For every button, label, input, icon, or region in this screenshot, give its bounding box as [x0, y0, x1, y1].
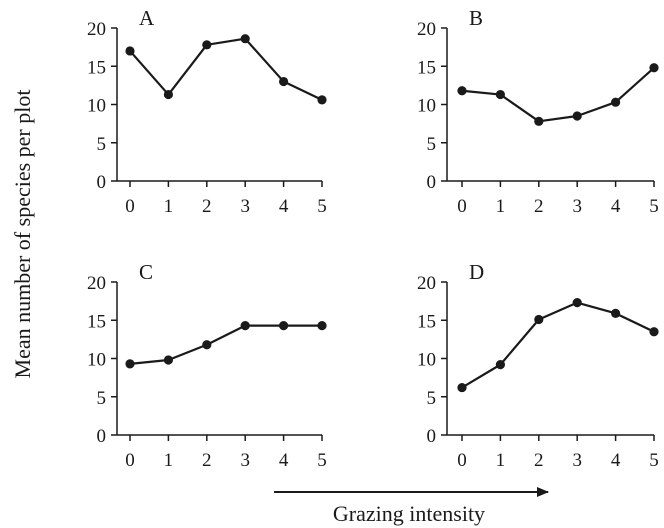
data-point — [611, 308, 621, 318]
data-point — [572, 111, 582, 121]
y-tick-label: 10 — [87, 96, 106, 117]
x-tick-label: 2 — [202, 196, 212, 217]
data-point — [611, 97, 621, 107]
data-point — [534, 116, 544, 126]
data-point — [279, 321, 289, 331]
x-tick-label: 2 — [534, 196, 544, 217]
panel-label: A — [139, 6, 155, 30]
x-tick-label: 3 — [240, 196, 250, 217]
x-tick-label: 5 — [317, 450, 327, 471]
x-tick-label: 4 — [279, 196, 289, 217]
x-tick-label: 0 — [457, 196, 467, 217]
x-tick-label: 0 — [125, 196, 135, 217]
x-tick-label: 5 — [649, 450, 659, 471]
series-line — [129, 37, 323, 101]
y-tick-label: 10 — [87, 350, 106, 371]
data-point — [649, 327, 659, 337]
y-tick-label: 15 — [87, 311, 106, 332]
panel-d: 0 5 10 15 20 0 1 2 3 4 5 D — [417, 260, 659, 471]
y-tick-label: 5 — [427, 388, 437, 409]
data-point — [125, 359, 135, 369]
x-tick-label: 1 — [164, 450, 174, 471]
data-point — [534, 314, 544, 325]
x-tick-label: 1 — [164, 196, 174, 217]
x-tick-label: 1 — [496, 196, 506, 217]
data-point — [125, 46, 135, 56]
data-point — [649, 63, 659, 73]
x-tick-label: 3 — [572, 450, 582, 471]
data-point — [495, 89, 505, 100]
series-line — [461, 66, 655, 123]
panel-label: C — [139, 260, 153, 284]
y-tick-label: 15 — [417, 57, 436, 78]
y-tick-label: 20 — [87, 273, 106, 294]
data-point — [457, 86, 467, 96]
y-tick-label: 5 — [97, 388, 107, 409]
x-tick-label: 0 — [125, 450, 135, 471]
x-tick-label: 2 — [202, 450, 212, 471]
x-tick-label: 1 — [496, 450, 506, 471]
data-point — [317, 321, 327, 331]
y-tick-label: 10 — [417, 350, 436, 371]
x-axis-title: Grazing intensity — [333, 501, 485, 526]
panel-b: 0 5 10 15 20 0 1 2 3 4 5 B — [417, 6, 659, 217]
data-point — [279, 76, 289, 87]
y-tick-label: 15 — [87, 57, 106, 78]
panel-c: 0 5 10 15 20 0 1 2 3 4 5 C — [87, 260, 327, 471]
data-point — [572, 298, 582, 308]
panel-a: 0 5 10 15 20 0 1 2 3 4 5 A — [87, 6, 327, 217]
panel-label: D — [469, 260, 484, 284]
data-point — [317, 95, 327, 105]
data-point — [495, 360, 505, 370]
y-tick-label: 5 — [427, 134, 437, 155]
data-point — [163, 89, 173, 100]
panel-label: B — [469, 6, 483, 30]
y-tick-label: 20 — [87, 19, 106, 40]
x-tick-label: 2 — [534, 450, 544, 471]
x-tick-label: 4 — [611, 450, 621, 471]
x-tick-label: 4 — [611, 196, 621, 217]
data-point — [457, 382, 467, 393]
data-point — [202, 340, 212, 350]
x-tick-label: 0 — [457, 450, 467, 471]
x-tick-label: 3 — [572, 196, 582, 217]
series-line — [461, 301, 655, 389]
y-tick-label: 20 — [417, 273, 436, 294]
series-line — [129, 324, 322, 365]
y-tick-label: 10 — [417, 96, 436, 117]
x-tick-label: 3 — [240, 450, 250, 471]
y-tick-label: 15 — [417, 311, 436, 332]
y-tick-label: 0 — [97, 426, 107, 447]
y-tick-label: 0 — [97, 172, 107, 193]
data-point — [240, 321, 250, 331]
x-tick-label: 5 — [317, 196, 327, 217]
y-axis-title: Mean number of species per plot — [10, 90, 35, 379]
y-tick-label: 0 — [427, 172, 437, 193]
x-tick-label: 4 — [279, 450, 289, 471]
y-tick-label: 0 — [427, 426, 437, 447]
data-point — [202, 40, 212, 50]
x-tick-label: 5 — [649, 196, 659, 217]
data-point — [240, 34, 250, 44]
y-tick-label: 20 — [417, 19, 436, 40]
data-point — [163, 355, 173, 365]
y-tick-label: 5 — [97, 134, 107, 155]
